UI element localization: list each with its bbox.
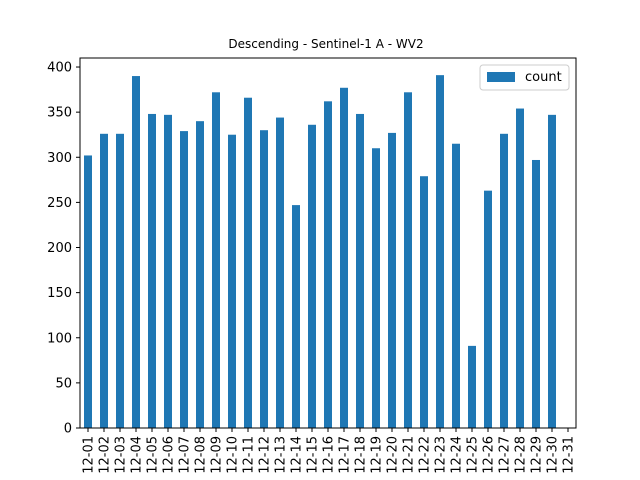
x-tick-label-12-05: 12-05 [146, 436, 161, 474]
x-tick-label-12-07: 12-07 [178, 436, 193, 474]
bar-12-26 [484, 190, 492, 428]
bar-12-14 [292, 205, 300, 428]
y-tick-label-350: 350 [47, 106, 72, 121]
x-tick-label-12-08: 12-08 [194, 436, 209, 474]
x-tick-label-12-19: 12-19 [370, 436, 385, 474]
x-tick-label-12-23: 12-23 [434, 436, 449, 474]
x-tick-label-12-04: 12-04 [130, 436, 145, 474]
x-tick-label-12-29: 12-29 [530, 436, 545, 474]
bar-12-18 [356, 113, 364, 428]
x-tick-label-12-06: 12-06 [162, 436, 177, 474]
bar-12-27 [500, 133, 508, 429]
x-tick-label-12-25: 12-25 [466, 436, 481, 474]
bar-12-21 [404, 92, 412, 428]
y-tick-label-150: 150 [47, 286, 72, 301]
x-tick-label-12-14: 12-14 [290, 436, 305, 474]
bar-12-05 [148, 113, 156, 428]
bar-12-13 [276, 117, 284, 428]
x-tick-label-12-22: 12-22 [418, 436, 433, 474]
x-tick-label-12-10: 12-10 [226, 436, 241, 474]
legend-box [479, 64, 570, 91]
bar-12-16 [324, 101, 332, 428]
x-tick-label-12-03: 12-03 [114, 436, 129, 474]
bars-layer [84, 75, 556, 429]
x-tick-label-12-17: 12-17 [338, 436, 353, 474]
y-tick-label-400: 400 [47, 61, 72, 76]
x-tick-label-12-21: 12-21 [402, 436, 417, 474]
x-tick-label-12-18: 12-18 [354, 436, 369, 474]
x-axis: 12-01 12-02 12-03 12-04 12-05 12-06 12-07 12-08… [82, 428, 577, 474]
x-tick-label-12-31: 12-31 [562, 436, 577, 474]
y-axis: 0 50 100 150 200 250 300 350 400 [47, 61, 80, 437]
x-tick-label-12-16: 12-16 [322, 436, 337, 474]
bar-12-02 [100, 133, 108, 429]
bar-12-11 [244, 97, 252, 429]
bar-12-19 [372, 148, 380, 429]
y-tick-label-100: 100 [47, 331, 72, 346]
x-tick-label-12-15: 12-15 [306, 436, 321, 474]
legend-swatch [487, 72, 515, 82]
x-tick-label-12-26: 12-26 [482, 436, 497, 474]
bar-12-09 [212, 92, 220, 428]
bar-12-24 [452, 143, 460, 429]
y-tick-label-200: 200 [47, 241, 72, 256]
bar-12-30 [548, 114, 556, 428]
x-tick-label-12-28: 12-28 [514, 436, 529, 474]
bar-12-03 [116, 133, 124, 429]
bar-12-22 [420, 176, 428, 428]
bar-12-15 [308, 124, 316, 428]
bar-12-23 [436, 75, 444, 429]
x-tick-label-12-02: 12-02 [98, 436, 113, 474]
x-tick-label-12-11: 12-11 [242, 436, 257, 474]
bar-12-01 [84, 155, 92, 428]
bar-12-25 [468, 345, 476, 428]
x-tick-label-12-24: 12-24 [450, 436, 465, 474]
bar-12-08 [196, 121, 204, 429]
x-tick-label-12-20: 12-20 [386, 436, 401, 474]
legend-label: count [525, 70, 562, 85]
x-tick-label-12-30: 12-30 [546, 436, 561, 474]
chart-title: Descending - Sentinel-1 A - WV2 [228, 37, 423, 51]
x-tick-label-12-27: 12-27 [498, 436, 513, 474]
bar-12-20 [388, 132, 396, 428]
plot-frame [79, 57, 577, 429]
bar-12-06 [164, 114, 172, 428]
bar-12-12 [260, 130, 268, 428]
y-tick-label-50: 50 [55, 376, 72, 391]
legend: count [479, 64, 570, 91]
x-tick-label-12-12: 12-12 [258, 436, 273, 474]
bar-12-17 [340, 87, 348, 428]
y-tick-label-0: 0 [64, 422, 72, 437]
y-tick-label-300: 300 [47, 151, 72, 166]
y-tick-label-250: 250 [47, 196, 72, 211]
bar-12-07 [180, 131, 188, 428]
x-tick-label-12-09: 12-09 [210, 436, 225, 474]
bar-12-04 [132, 76, 140, 429]
bar-12-29 [532, 159, 540, 429]
bar-12-10 [228, 134, 236, 428]
bar-12-28 [516, 108, 524, 428]
x-tick-label-12-13: 12-13 [274, 436, 289, 474]
x-tick-label-12-01: 12-01 [82, 436, 97, 474]
